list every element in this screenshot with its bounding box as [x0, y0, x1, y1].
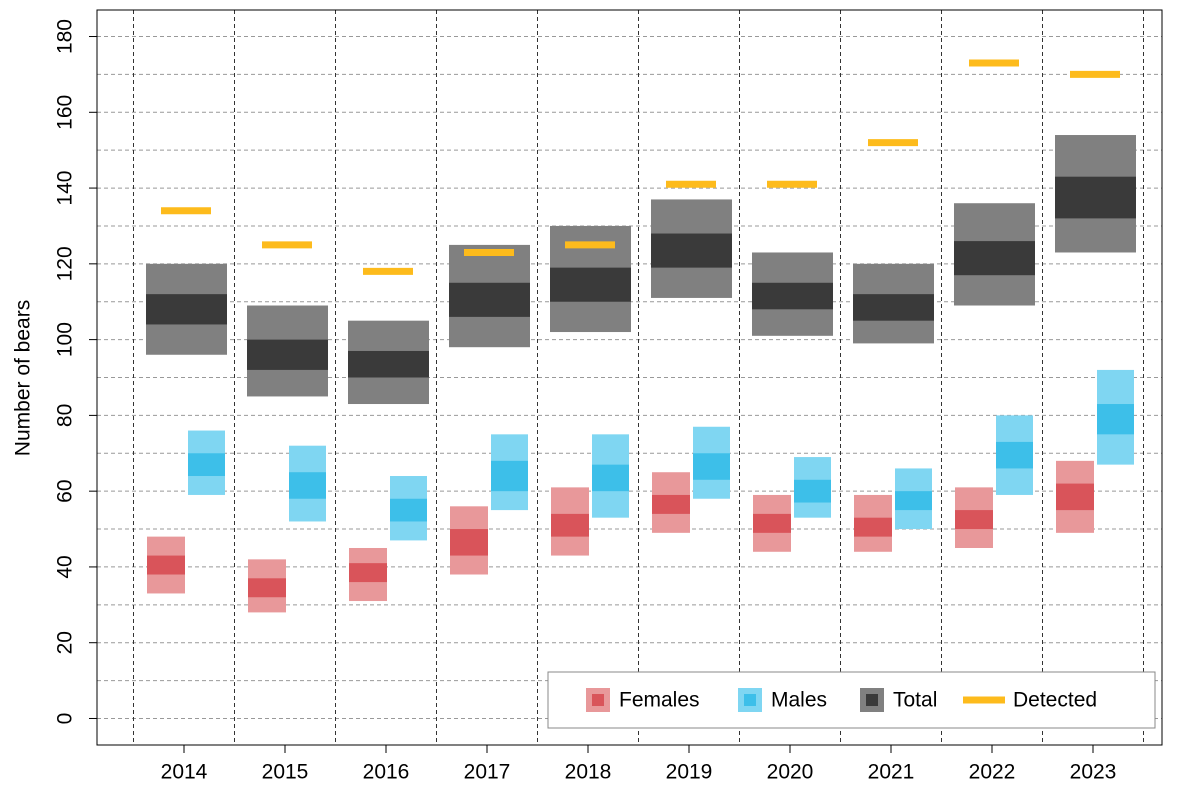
y-tick-label: 100 — [54, 322, 77, 357]
inner-range — [652, 494, 690, 514]
inner-range — [551, 513, 589, 537]
inner-range — [651, 233, 732, 268]
inner-range — [592, 464, 629, 492]
inner-range — [854, 517, 892, 537]
y-tick-label: 0 — [54, 713, 77, 725]
legend-label: Females — [619, 689, 700, 712]
y-tick-label: 40 — [54, 555, 77, 578]
x-tick-label: 2023 — [1070, 761, 1117, 784]
inner-range — [449, 282, 530, 317]
inner-range — [348, 350, 429, 378]
y-tick-label: 60 — [54, 479, 77, 502]
inner-range — [895, 491, 932, 511]
inner-range — [146, 294, 227, 325]
inner-range — [188, 453, 225, 477]
x-tick-label: 2015 — [262, 761, 309, 784]
legend-swatch-inner — [744, 694, 756, 706]
y-tick-label: 80 — [54, 404, 77, 427]
y-tick-label: 20 — [54, 631, 77, 654]
y-tick-label: 140 — [54, 171, 77, 206]
inner-range — [1097, 404, 1134, 435]
inner-range — [450, 529, 488, 556]
x-tick-label: 2021 — [868, 761, 915, 784]
x-tick-label: 2016 — [363, 761, 410, 784]
inner-range — [753, 513, 791, 533]
inner-range — [752, 282, 833, 310]
inner-range — [247, 339, 328, 370]
x-tick-label: 2022 — [969, 761, 1016, 784]
legend-label: Detected — [1013, 689, 1097, 712]
legend-swatch-inner — [592, 694, 604, 706]
x-tick-label: 2014 — [161, 761, 208, 784]
legend-swatch-inner — [866, 694, 878, 706]
x-tick-label: 2017 — [464, 761, 511, 784]
legend: Females Males Total Detected — [547, 671, 1156, 729]
x-tick-label: 2019 — [666, 761, 713, 784]
inner-range — [794, 479, 831, 503]
y-tick-label: 120 — [54, 246, 77, 281]
legend-box — [547, 671, 1156, 729]
inner-range — [1056, 483, 1094, 511]
plot-frame — [96, 9, 1163, 746]
inner-range — [491, 460, 528, 492]
inner-range — [349, 563, 387, 583]
inner-range — [289, 472, 326, 499]
legend-label: Total — [893, 689, 937, 712]
y-tick-label: 160 — [54, 95, 77, 130]
inner-range — [955, 510, 993, 530]
x-tick-label: 2020 — [767, 761, 814, 784]
inner-range — [853, 294, 934, 321]
inner-range — [147, 555, 185, 575]
inner-range — [550, 267, 631, 302]
legend-label: Males — [771, 689, 827, 712]
inner-range — [954, 241, 1035, 276]
inner-range — [693, 453, 730, 480]
y-axis-label: Number of bears — [12, 300, 35, 456]
y-tick-label: 180 — [54, 19, 77, 54]
inner-range — [1055, 176, 1136, 219]
inner-range — [996, 441, 1033, 469]
inner-range — [248, 578, 286, 598]
x-tick-label: 2018 — [565, 761, 612, 784]
inner-range — [390, 498, 427, 522]
